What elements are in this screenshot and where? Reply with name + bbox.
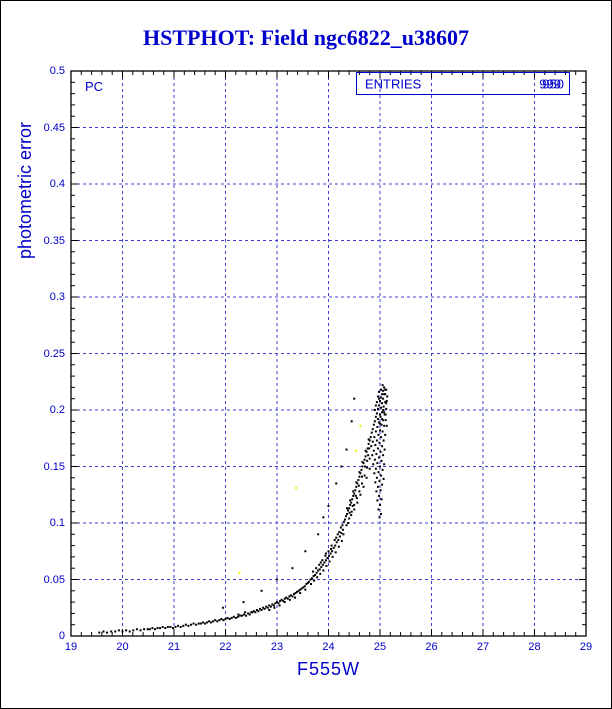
entries-value-overlap: 950 [542,76,564,91]
x-tick-label: 22 [219,641,232,653]
y-tick-label: 0.1 [49,517,65,529]
plot-grid [71,71,586,636]
y-tick-label: 0.4 [49,178,65,190]
y-tick-label: 0.3 [49,291,65,303]
page-title: HSTPHOT: Field ngc6822_u38607 [143,25,469,50]
entries-stat-box: ENTRIES 999 950 [356,72,570,95]
x-tick-label: 28 [528,641,541,653]
x-tick-label: 27 [476,641,490,653]
y-tick-label: 0.15 [43,460,65,473]
x-tick-label: 24 [322,641,335,653]
detector-label: PC [85,79,104,94]
scatter-points-flagged [238,424,362,574]
entries-value: 999 [539,76,561,91]
x-tick-label: 23 [270,641,284,653]
x-tick-label: 19 [64,641,78,653]
y-tick-label: 0.5 [49,65,65,77]
plot-frame [70,70,587,637]
y-tick-label: 0.05 [43,573,65,586]
entries-label: ENTRIES [365,76,422,91]
axis-tick-marks [70,70,587,637]
y-tick-label: 0 [58,630,65,642]
x-tick-label: 26 [425,641,438,653]
scatter-points-stars [98,384,389,634]
x-tick-label: 25 [373,641,387,653]
y-axis-title: photometric error [15,121,35,259]
x-tick-label: 29 [579,641,593,653]
x-tick-label: 20 [116,641,129,653]
x-axis-title: F555W [296,659,361,679]
x-tick-label: 21 [167,641,181,653]
y-tick-label: 0.35 [43,234,65,247]
y-tick-label: 0.25 [43,347,65,360]
y-tick-label: 0.45 [43,121,65,134]
y-tick-label: 0.2 [49,404,65,416]
